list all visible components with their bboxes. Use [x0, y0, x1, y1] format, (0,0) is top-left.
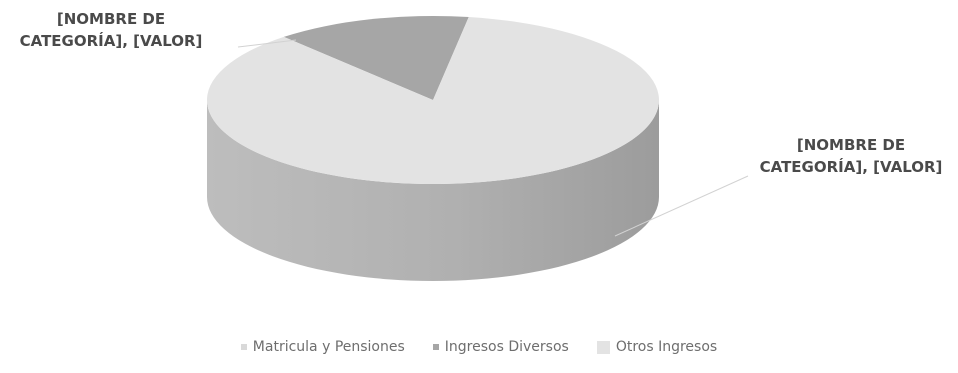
- legend-swatch: [596, 340, 610, 354]
- leader-line-left: [237, 39, 297, 48]
- legend-swatch: [240, 344, 247, 350]
- pie-slice-1: [283, 16, 469, 101]
- data-label-ingresos-diversos: [NOMBRE DE CATEGORÍA], [VALOR]: [4, 8, 218, 52]
- leader-line-right: [614, 175, 749, 237]
- legend-item-otros-ingresos: Otros Ingresos: [596, 339, 718, 355]
- legend-swatch: [432, 344, 439, 350]
- pie-side-wall: [207, 100, 659, 281]
- legend-label: Matricula y Pensiones: [252, 339, 405, 355]
- pie-slice-2: [207, 17, 659, 185]
- data-label-line: [NOMBRE DE: [796, 136, 906, 154]
- data-label-line: CATEGORÍA], [VALOR]: [19, 32, 203, 50]
- data-label-line: CATEGORÍA], [VALOR]: [759, 158, 943, 176]
- data-label-line: [NOMBRE DE: [56, 10, 166, 28]
- legend-item-matricula: Matricula y Pensiones: [240, 339, 405, 355]
- data-label-otros-ingresos: [NOMBRE DE CATEGORÍA], [VALOR]: [746, 134, 956, 178]
- legend-item-ingresos-diversos: Ingresos Diversos: [432, 339, 569, 355]
- legend: Matricula y Pensiones Ingresos Diversos …: [0, 339, 958, 355]
- legend-label: Ingresos Diversos: [444, 339, 569, 355]
- legend-label: Otros Ingresos: [615, 339, 718, 355]
